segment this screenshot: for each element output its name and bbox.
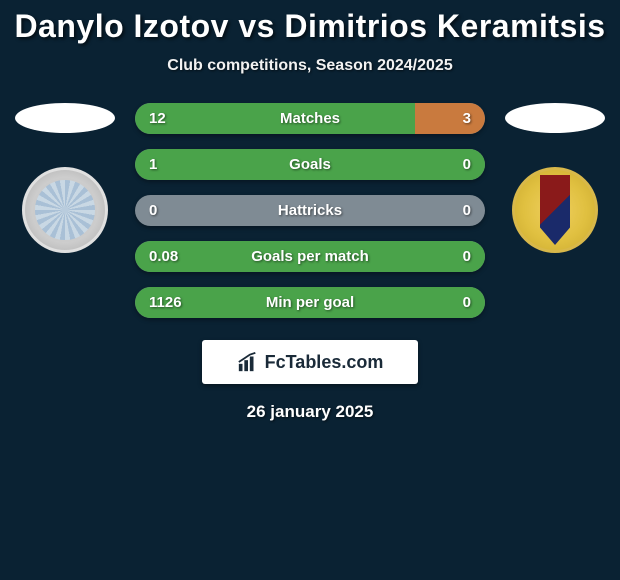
stat-label: Min per goal	[205, 294, 415, 311]
player-right-column	[505, 103, 605, 253]
stat-label: Goals per match	[205, 248, 415, 265]
main-row: 12Matches31Goals00Hattricks00.08Goals pe…	[0, 103, 620, 318]
player-right-silhouette	[505, 103, 605, 133]
comparison-card: Danylo Izotov vs Dimitrios Keramitsis Cl…	[0, 0, 620, 422]
stat-right-value: 0	[415, 248, 485, 265]
stat-left-value: 0.08	[135, 248, 205, 265]
stat-row: 1126Min per goal0	[135, 287, 485, 318]
player-left-silhouette	[15, 103, 115, 133]
vs-label: vs	[238, 8, 275, 44]
chart-icon	[237, 351, 259, 373]
pennant-icon	[540, 175, 570, 245]
page-title: Danylo Izotov vs Dimitrios Keramitsis	[0, 8, 620, 45]
stat-right-value: 0	[415, 156, 485, 173]
stat-left-value: 1	[135, 156, 205, 173]
stat-row: 0Hattricks0	[135, 195, 485, 226]
stat-right-value: 0	[415, 202, 485, 219]
stat-right-value: 3	[415, 110, 485, 127]
stat-label: Matches	[205, 110, 415, 127]
club-badge-left	[22, 167, 108, 253]
player-left-column	[15, 103, 115, 253]
stats-table: 12Matches31Goals00Hattricks00.08Goals pe…	[135, 103, 485, 318]
stat-right-value: 0	[415, 294, 485, 311]
stat-row: 12Matches3	[135, 103, 485, 134]
brand-badge[interactable]: FcTables.com	[202, 340, 418, 384]
stat-left-value: 12	[135, 110, 205, 127]
brand-text: FcTables.com	[265, 352, 384, 373]
stat-left-value: 1126	[135, 294, 205, 311]
player2-name: Dimitrios Keramitsis	[284, 8, 605, 44]
stat-label: Hattricks	[205, 202, 415, 219]
player1-name: Danylo Izotov	[14, 8, 229, 44]
stat-row: 1Goals0	[135, 149, 485, 180]
subtitle: Club competitions, Season 2024/2025	[0, 57, 620, 75]
stat-left-value: 0	[135, 202, 205, 219]
stat-label: Goals	[205, 156, 415, 173]
stat-row: 0.08Goals per match0	[135, 241, 485, 272]
date-label: 26 january 2025	[0, 402, 620, 422]
club-badge-right	[512, 167, 598, 253]
